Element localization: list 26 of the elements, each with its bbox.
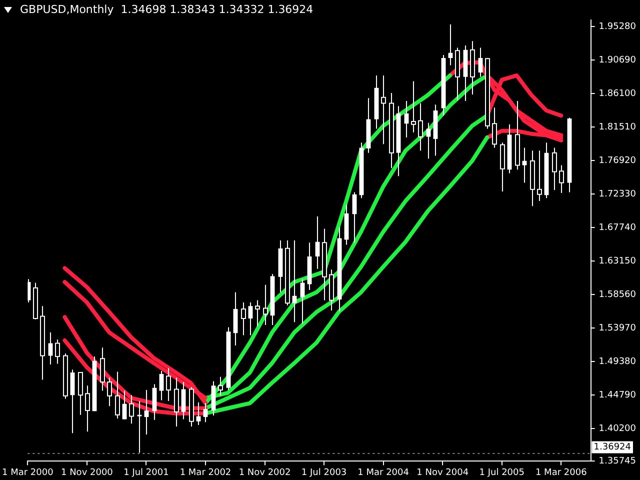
y-tick-label: 1.86100 bbox=[598, 89, 636, 100]
x-tick-label: 1 Jul 2005 bbox=[479, 468, 524, 478]
x-tick-label: 1 Mar 2004 bbox=[358, 468, 410, 478]
x-tick-label: 1 Mar 2002 bbox=[180, 468, 232, 478]
y-tick-label: 1.67740 bbox=[598, 223, 636, 234]
x-tick-label: 1 Jul 2001 bbox=[124, 468, 169, 478]
x-tick-label: 1 Nov 2002 bbox=[238, 468, 291, 478]
y-tick-label: 1.53970 bbox=[598, 324, 636, 334]
y-tick-label: 1.72330 bbox=[598, 190, 636, 200]
ref-line-label: 1.36924 bbox=[594, 442, 632, 453]
y-tick-label: 1.90690 bbox=[598, 56, 636, 66]
y-tick-label: 1.95280 bbox=[598, 22, 636, 32]
x-tick-label: 1 Nov 2000 bbox=[60, 468, 114, 478]
y-tick-label: 1.44790 bbox=[598, 390, 636, 401]
x-tick-label: 1 Mar 2000 bbox=[2, 468, 54, 478]
y-tick-label: 1.49380 bbox=[598, 357, 636, 368]
y-tick-label: 1.40200 bbox=[598, 424, 636, 434]
y-tick-label: 1.81510 bbox=[598, 122, 636, 133]
chart-title: GBPUSD,Monthly 1.34698 1.38343 1.34332 1.36924 bbox=[20, 3, 314, 16]
y-tick-label: 1.63150 bbox=[598, 256, 636, 267]
x-tick-label: 1 Nov 2004 bbox=[416, 468, 469, 478]
x-tick-label: 1 Jul 2003 bbox=[301, 468, 347, 478]
y-tick-label: 1.35745 bbox=[598, 456, 636, 467]
x-tick-label: 1 Mar 2006 bbox=[535, 468, 588, 478]
y-tick-label: 1.58560 bbox=[598, 290, 636, 300]
y-tick-label: 1.76920 bbox=[598, 156, 636, 166]
